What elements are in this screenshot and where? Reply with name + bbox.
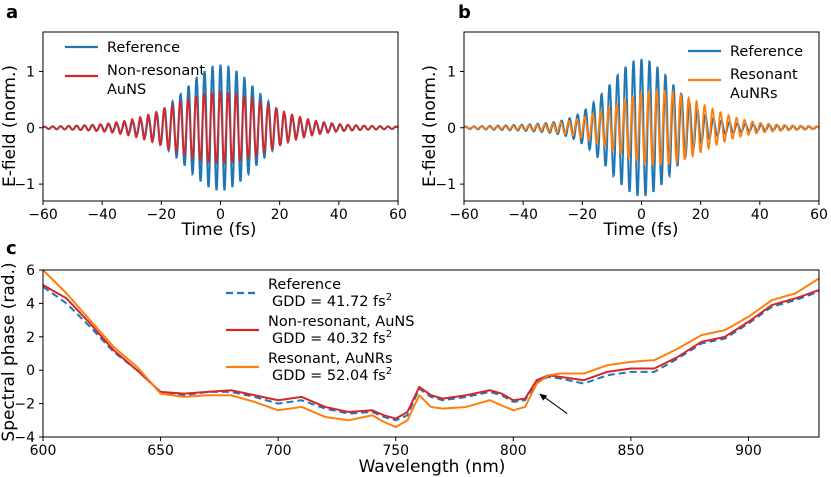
panel-a-xtick-label: 60 [389,207,407,223]
panel-a-legend-auns: AuNS [107,82,146,98]
panel-c-xlabel: Wavelength (nm) [359,457,506,477]
panel-b-xtick-label: 40 [751,207,769,223]
panel-c-xtick-label: 900 [735,443,762,459]
panel-b-ylabel: E-field (norm.) [420,65,440,187]
panel-a-xtick-label: −40 [87,207,117,223]
panel-b-xtick-label: 0 [637,207,646,223]
panel-c-ytick-label: −4 [14,430,35,446]
panel-a-legend-reference: Reference [107,40,180,56]
panel-c-xtick-label: 850 [618,443,645,459]
panel-c-ytick-label: −2 [14,397,35,413]
panel-b-legend-aunrs: AuNRs [730,86,778,102]
panel-a-xtick-label: 20 [271,207,289,223]
panel-c-legend-resonant: Resonant, AuNRs [268,351,393,367]
panel-a-xtick-label: 0 [216,207,225,223]
panel-b-ytick-label: 1 [447,64,456,80]
panel-c-ytick-label: 0 [26,363,35,379]
panel-b-ytick-label: 0 [447,121,456,137]
panel-c-series-reference [42,285,820,422]
panel-c-ytick-label: 6 [26,263,35,279]
annotation-arrow-head [539,393,548,401]
panel-b-xtick-label: −20 [568,207,598,223]
panel-b-xtick-label: −60 [449,207,479,223]
panel-c-xtick-label: 800 [500,443,527,459]
panel-a-ytick-label: 0 [26,121,35,137]
panel-c-ylabel: Spectral phase (rad.) [0,262,19,441]
panel-c-ytick-label: 2 [26,330,35,346]
panel-b-series-sample [463,87,820,167]
panel-a-ytick-label: −1 [14,177,35,193]
panel-label-b: b [458,2,471,23]
panel-b-xtick-label: 20 [692,207,710,223]
panel-c-legend-nonresonant-gdd: GDD = 40.32 fs2 [272,329,392,347]
panel-c-xtick-label: 600 [30,443,57,459]
panel-c-ytick-label: 4 [26,296,35,312]
panel-c-legend-reference-gdd: GDD = 41.72 fs2 [272,292,392,310]
panel-a-ylabel: E-field (norm.) [0,65,20,187]
panel-a-legend-nonresonant: Non-resonant [107,63,205,79]
panel-c-series-nonresonant [42,284,820,420]
panel-c-legend-reference: Reference [268,277,341,293]
panel-c-series-resonant [42,269,820,428]
panel-c-frame [42,269,820,438]
panel-c-xtick-label: 650 [147,443,174,459]
panel-b-legend-resonant: Resonant [730,67,798,83]
panel-a-frame [42,31,399,202]
panel-b-ytick-label: −1 [435,177,456,193]
panel-b-xlabel: Time (fs) [602,220,678,240]
panel-b-xtick-label: −40 [508,207,538,223]
panel-label-a: a [6,2,18,23]
panel-label-c: c [6,238,17,259]
panel-c-legend-resonant-gdd: GDD = 52.04 fs2 [272,366,392,384]
annotation-arrow-shaft [541,395,568,414]
panel-a-series-sample [42,88,399,167]
panel-a-xtick-label: −20 [147,207,177,223]
panel-a-xtick-label: −60 [28,207,58,223]
panel-c-xtick-label: 750 [382,443,409,459]
panel-b-legend-reference: Reference [730,44,803,60]
panel-a-ytick-label: 1 [26,64,35,80]
panel-c-legend-nonresonant: Non-resonant, AuNS [268,314,414,330]
panel-c-xtick-label: 700 [265,443,292,459]
panel-a-xlabel: Time (fs) [180,220,256,240]
panel-a-series-reference [42,64,399,191]
panel-a-xtick-label: 40 [330,207,348,223]
panel-b-xtick-label: 60 [810,207,828,223]
